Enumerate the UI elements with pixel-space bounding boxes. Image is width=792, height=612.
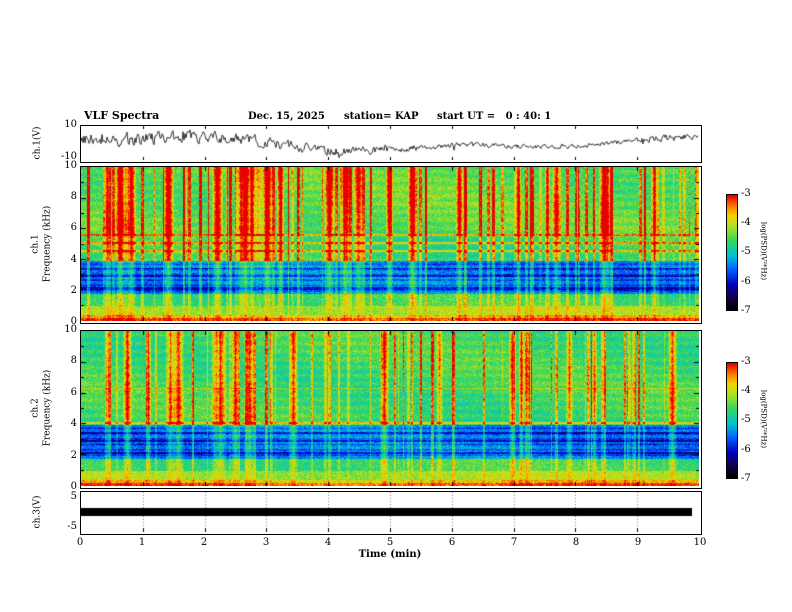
tick-label: -10 (60, 151, 77, 162)
tick-label: 5 (386, 537, 394, 548)
tick-label: -3 (741, 188, 751, 199)
tick-label: 0 (76, 537, 84, 548)
tick-label: 7 (510, 537, 518, 548)
tick-label: 0 (70, 316, 77, 327)
ch1-label-line2: Frequency (kHz) (42, 205, 52, 283)
tick-label: 2 (70, 285, 77, 296)
tick-label: -3 (741, 356, 751, 367)
colorbar-ch1 (726, 194, 738, 311)
tick-label: 10 (693, 537, 707, 548)
tick-label: 6 (448, 537, 456, 548)
colorbar-ch2-canvas (727, 363, 737, 478)
ch3-waveform-canvas (81, 492, 699, 532)
ch2-spectrogram-canvas (81, 331, 699, 486)
tick-label: 3 (262, 537, 270, 548)
tick-label: 9 (634, 537, 642, 548)
tick-label: -5 (741, 414, 751, 425)
tick-label: 6 (70, 387, 77, 398)
plot-title: VLF Spectra (84, 109, 160, 122)
tick-label: 8 (572, 537, 580, 548)
tick-label: -7 (741, 473, 751, 484)
ch1-label-line1: ch.1 (30, 234, 41, 254)
tick-label: -5 (741, 246, 751, 257)
x-axis-label: Time (min) (358, 549, 422, 560)
tick-label: 2 (200, 537, 208, 548)
station-label: station= KAP (344, 111, 419, 122)
tick-label: -4 (741, 217, 751, 228)
ch2-spectrogram-panel (80, 330, 702, 489)
tick-label: 4 (70, 254, 77, 265)
tick-label: 1 (138, 537, 146, 548)
tick-label: 10 (64, 119, 77, 130)
colorbar-ch1-label: log(PSD)(V²*Hz) (759, 221, 768, 281)
tick-label: -4 (741, 385, 751, 396)
ch1-wave-axis-label: ch.1(V) (32, 126, 43, 160)
colorbar-ch2 (726, 362, 738, 479)
tick-label: -6 (741, 444, 751, 455)
tick-label: -5 (67, 521, 77, 532)
colorbar-ch1-canvas (727, 195, 737, 310)
tick-label: 2 (70, 450, 77, 461)
ch1-waveform-panel (80, 125, 702, 163)
tick-label: 0 (70, 481, 77, 492)
ch2-label-line1: ch.2 (30, 398, 41, 418)
tick-label: 10 (64, 160, 77, 171)
tick-label: 8 (70, 355, 77, 366)
colorbar-ch2-label: log(PSD)(V²*Hz) (759, 389, 768, 449)
tick-label: 5 (70, 491, 77, 502)
ch1-spectrogram-canvas (81, 167, 699, 321)
ch1-spectrogram-panel (80, 166, 702, 324)
ch1-freq-axis-label: ch.1 Frequency (kHz) (30, 206, 53, 283)
ch2-freq-axis-label: ch.2 Frequency (kHz) (30, 370, 53, 447)
tick-label: 6 (70, 222, 77, 233)
tick-label: 4 (70, 418, 77, 429)
ch3-wave-axis-label: ch.3(V) (32, 495, 43, 529)
date-label: Dec. 15, 2025 (248, 111, 325, 122)
tick-label: 10 (64, 324, 77, 335)
tick-label: -7 (741, 305, 751, 316)
tick-label: 4 (324, 537, 332, 548)
ch2-label-line2: Frequency (kHz) (42, 369, 52, 447)
tick-label: 8 (70, 191, 77, 202)
tick-label: -6 (741, 276, 751, 287)
ch1-waveform-canvas (81, 126, 699, 160)
start-ut-label: start UT = 0 : 40: 1 (437, 111, 552, 122)
ch3-waveform-panel (80, 491, 702, 535)
